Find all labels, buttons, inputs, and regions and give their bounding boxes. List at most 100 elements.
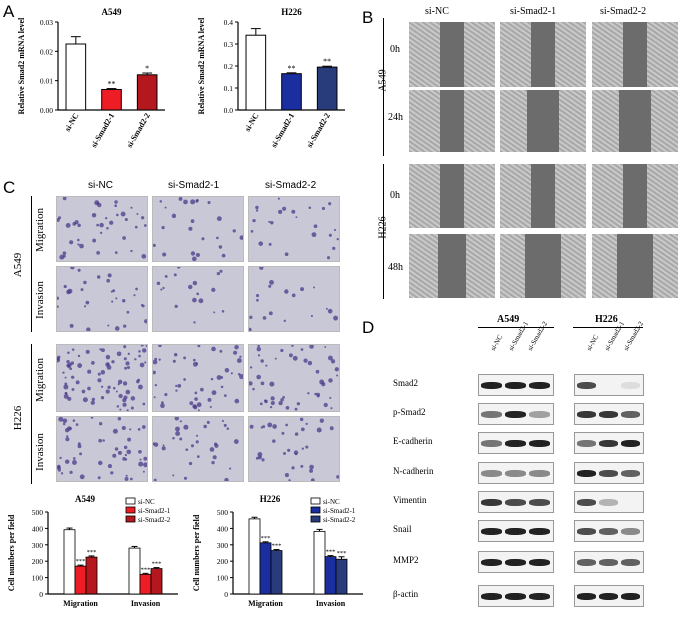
significance-label: *** bbox=[326, 549, 336, 556]
bar bbox=[316, 66, 338, 111]
bar bbox=[335, 558, 348, 595]
protein-band bbox=[599, 499, 618, 506]
protein-band bbox=[529, 411, 550, 418]
blot-strip bbox=[574, 585, 644, 607]
panel-label-b: B bbox=[362, 8, 374, 27]
protein-band bbox=[621, 440, 640, 447]
protein-band bbox=[505, 440, 526, 447]
wound-gap bbox=[438, 234, 466, 298]
wound-col-si-smad2-1: si-Smad2-1 bbox=[510, 6, 557, 17]
legend-swatch bbox=[125, 506, 136, 514]
significance-label: *** bbox=[272, 543, 282, 550]
protein-band bbox=[621, 528, 640, 535]
x-tick-label: si-NC bbox=[243, 111, 261, 133]
protein-band bbox=[505, 470, 526, 477]
transwell-micrograph bbox=[56, 344, 148, 412]
transwell-micrograph bbox=[152, 196, 244, 262]
blot-protein-label: MMP2 bbox=[393, 555, 419, 565]
panel-label-d: D bbox=[362, 318, 375, 337]
wound-healing-image bbox=[409, 90, 495, 152]
transwell-micrograph bbox=[248, 416, 340, 482]
chart-title: A549 bbox=[102, 7, 122, 17]
protein-band bbox=[599, 559, 618, 566]
protein-band bbox=[577, 499, 596, 506]
chart-title: A549 bbox=[75, 494, 95, 504]
protein-band bbox=[505, 499, 526, 506]
protein-band bbox=[505, 411, 526, 418]
blot-a549-underline bbox=[478, 327, 554, 328]
y-axis-label: Relative Smad2 mRNA level bbox=[17, 17, 26, 114]
wound-healing-image bbox=[409, 234, 495, 298]
wound-healing-image bbox=[592, 234, 678, 298]
legend-label: si-Smad2-2 bbox=[323, 516, 356, 524]
protein-band bbox=[505, 593, 526, 600]
y-tick-label: 0.3 bbox=[224, 40, 234, 49]
transwell-a549-bracket bbox=[31, 196, 32, 332]
stained-cells bbox=[250, 197, 339, 260]
transwell-micrograph bbox=[248, 196, 340, 262]
wound-h226-bracket bbox=[383, 164, 384, 299]
significance-label: *** bbox=[76, 558, 86, 565]
bar bbox=[63, 529, 76, 595]
x-tick-label: Migration bbox=[63, 599, 98, 608]
protein-band bbox=[481, 411, 502, 418]
protein-band bbox=[529, 593, 550, 600]
protein-band bbox=[577, 411, 596, 418]
transwell-micrograph bbox=[248, 344, 340, 412]
legend-swatch bbox=[310, 515, 321, 523]
chart-title: H226 bbox=[281, 7, 302, 17]
y-axis-label: Relative Smad2 mRNA level bbox=[197, 17, 206, 114]
blot-protein-label: Smad2 bbox=[393, 378, 419, 388]
blot-protein-label: E-cadherin bbox=[393, 436, 433, 446]
bar bbox=[136, 74, 158, 111]
blot-strip bbox=[574, 520, 644, 542]
bar bbox=[101, 88, 122, 111]
y-tick-label: 100 bbox=[32, 574, 44, 583]
significance-label: * bbox=[145, 64, 149, 73]
legend-label: si-NC bbox=[138, 498, 155, 506]
wound-h226-0h: 0h bbox=[390, 190, 400, 201]
blot-protein-label: N-cadherin bbox=[393, 466, 434, 476]
transwell-a549-invasion: Invasion bbox=[34, 281, 46, 319]
wound-col-si-nc: si-NC bbox=[425, 6, 449, 17]
y-tick-label: 0.00 bbox=[40, 106, 53, 115]
significance-label: *** bbox=[141, 566, 151, 573]
x-tick-label: Invasion bbox=[316, 599, 346, 608]
significance-label: *** bbox=[337, 550, 347, 557]
y-tick-label: 300 bbox=[32, 541, 44, 550]
protein-band bbox=[481, 499, 502, 506]
protein-band bbox=[481, 528, 502, 535]
stained-cells bbox=[57, 197, 147, 260]
transwell-micrograph bbox=[56, 416, 148, 482]
blot-protein-label: β-actin bbox=[393, 589, 419, 599]
y-tick-label: 0.1 bbox=[224, 84, 234, 93]
transwell-a549-migration: Migration bbox=[34, 208, 46, 252]
legend-label: si-Smad2-1 bbox=[323, 507, 356, 515]
legend-swatch bbox=[310, 506, 321, 514]
wound-healing-image bbox=[592, 164, 678, 228]
y-tick-label: 0.2 bbox=[224, 62, 234, 71]
panel-label-c: C bbox=[3, 178, 16, 197]
x-tick-label: si-Smad2-2 bbox=[305, 112, 332, 150]
transwell-col-si-smad2-1: si-Smad2-1 bbox=[168, 180, 220, 191]
stained-cells bbox=[153, 345, 243, 411]
protein-band bbox=[505, 559, 526, 566]
chart-title: H226 bbox=[260, 494, 281, 504]
significance-label: ** bbox=[288, 64, 296, 73]
x-tick-label: Migration bbox=[248, 599, 283, 608]
y-tick-label: 500 bbox=[217, 508, 229, 517]
y-tick-label: 0.4 bbox=[224, 18, 234, 27]
wound-a549-label: A549 bbox=[377, 69, 389, 92]
protein-band bbox=[529, 528, 550, 535]
wound-healing-image bbox=[409, 164, 495, 228]
wound-gap bbox=[623, 22, 647, 87]
bar bbox=[74, 565, 87, 595]
y-tick-label: 400 bbox=[32, 524, 44, 533]
blot-strip bbox=[478, 374, 554, 396]
stained-cells bbox=[249, 345, 339, 411]
wound-gap bbox=[440, 164, 464, 228]
wound-healing-image bbox=[409, 22, 495, 87]
y-tick-label: 0.0 bbox=[224, 106, 234, 115]
protein-band bbox=[529, 470, 550, 477]
x-tick-label: si-Smad2-1 bbox=[269, 112, 296, 150]
